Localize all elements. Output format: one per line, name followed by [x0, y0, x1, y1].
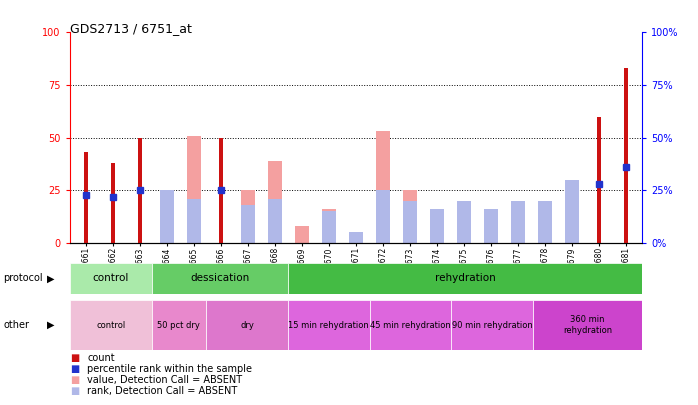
Bar — [456, 201, 471, 243]
Bar — [510, 201, 526, 243]
Bar — [288, 263, 642, 294]
Bar — [186, 136, 202, 243]
Text: rank, Detection Call = ABSENT: rank, Detection Call = ABSENT — [87, 386, 237, 396]
Bar — [348, 232, 364, 243]
Bar — [295, 226, 309, 243]
Bar — [151, 263, 288, 294]
Bar — [456, 201, 471, 243]
Text: rehydration: rehydration — [435, 273, 496, 283]
Text: ■: ■ — [70, 375, 79, 385]
Bar — [484, 209, 498, 243]
Text: 360 min
rehydration: 360 min rehydration — [563, 315, 612, 335]
Bar — [267, 199, 283, 243]
Text: dessication: dessication — [190, 273, 249, 283]
Text: dry: dry — [240, 320, 254, 330]
Bar — [322, 211, 336, 243]
Bar — [110, 163, 115, 243]
Bar — [160, 190, 174, 243]
Bar — [322, 209, 336, 243]
Bar — [218, 138, 223, 243]
Bar — [138, 138, 142, 243]
Text: 90 min rehydration: 90 min rehydration — [452, 320, 533, 330]
Bar — [510, 201, 526, 243]
Bar — [429, 209, 445, 243]
Bar — [348, 232, 364, 243]
Bar — [565, 180, 579, 243]
Bar — [186, 199, 202, 243]
Bar — [403, 201, 417, 243]
Text: 15 min rehydration: 15 min rehydration — [288, 320, 369, 330]
Bar — [241, 205, 255, 243]
Text: count: count — [87, 354, 115, 363]
Text: 45 min rehydration: 45 min rehydration — [370, 320, 451, 330]
Text: ▶: ▶ — [47, 320, 54, 330]
Bar — [452, 300, 533, 350]
Bar — [241, 190, 255, 243]
Bar — [403, 190, 417, 243]
Bar — [160, 190, 174, 243]
Bar — [565, 180, 579, 243]
Bar — [623, 68, 628, 243]
Bar — [429, 209, 445, 243]
Bar — [537, 201, 552, 243]
Text: control: control — [96, 320, 126, 330]
Text: protocol: protocol — [3, 273, 43, 283]
Text: ▶: ▶ — [47, 273, 54, 283]
Bar — [70, 263, 151, 294]
Bar — [376, 190, 390, 243]
Text: ■: ■ — [70, 354, 79, 363]
Bar — [206, 300, 288, 350]
Bar — [376, 131, 390, 243]
Text: control: control — [93, 273, 129, 283]
Bar — [84, 152, 89, 243]
Bar — [151, 300, 206, 350]
Text: percentile rank within the sample: percentile rank within the sample — [87, 364, 252, 374]
Bar — [533, 300, 642, 350]
Bar — [370, 300, 452, 350]
Bar — [70, 300, 151, 350]
Bar — [288, 300, 370, 350]
Text: ■: ■ — [70, 364, 79, 374]
Bar — [537, 201, 552, 243]
Text: ■: ■ — [70, 386, 79, 396]
Text: value, Detection Call = ABSENT: value, Detection Call = ABSENT — [87, 375, 242, 385]
Bar — [597, 117, 602, 243]
Text: GDS2713 / 6751_at: GDS2713 / 6751_at — [70, 22, 192, 35]
Text: 50 pct dry: 50 pct dry — [157, 320, 200, 330]
Bar — [267, 161, 283, 243]
Text: other: other — [3, 320, 29, 330]
Bar — [484, 209, 498, 243]
